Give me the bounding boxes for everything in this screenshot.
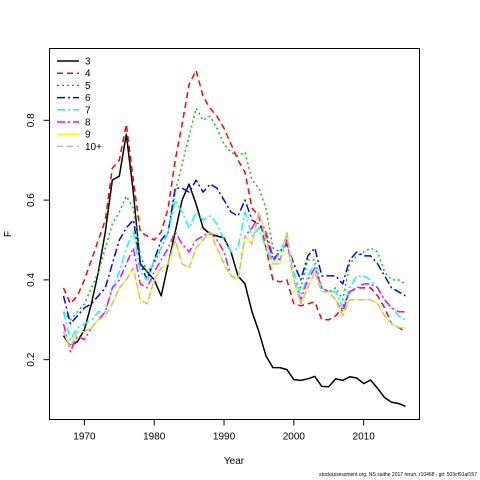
x-tick-label: 1980 — [143, 432, 166, 443]
x-axis-label: Year — [224, 456, 245, 467]
y-tick-label: 0.2 — [26, 352, 37, 366]
legend-item-6: 6 — [57, 93, 91, 104]
series-line-6 — [62, 179, 406, 325]
y-axis: 0.2 0.4 0.6 0.8 — [26, 113, 50, 367]
legend-label: 10+ — [85, 142, 102, 153]
y-tick-label: 0.4 — [26, 272, 37, 286]
footer-note: stockassessment.org, NS saithe 2017 reru… — [319, 472, 477, 478]
x-axis: 1970 1980 1990 2000 2010 — [73, 419, 376, 443]
x-tick-label: 1990 — [213, 432, 236, 443]
x-tick-label: 1970 — [73, 432, 96, 443]
y-tick-label: 0.8 — [26, 113, 37, 127]
series-line-8 — [62, 215, 406, 353]
y-tick-label: 0.6 — [26, 193, 37, 207]
x-tick-label: 2010 — [353, 432, 376, 443]
legend-label: 3 — [85, 57, 91, 68]
legend-item-10plus: 10+ — [57, 142, 102, 153]
legend-item-8: 8 — [57, 118, 91, 129]
legend-item-5: 5 — [57, 81, 91, 92]
legend-item-3: 3 — [57, 57, 91, 68]
y-axis-label: F — [3, 231, 14, 237]
series-line-7 — [62, 199, 406, 341]
legend-label: 9 — [85, 130, 91, 141]
legend-label: 8 — [85, 118, 91, 129]
legend-label: 7 — [85, 105, 91, 116]
legend-label: 4 — [85, 69, 91, 80]
legend-item-7: 7 — [57, 105, 91, 116]
legend-item-9: 9 — [57, 130, 91, 141]
series-line-10plus — [62, 211, 406, 349]
x-tick-label: 2000 — [283, 432, 306, 443]
legend-item-4: 4 — [57, 69, 91, 80]
series-line-5 — [62, 107, 406, 321]
legend-label: 6 — [85, 93, 91, 104]
series-line-3 — [62, 133, 406, 407]
series-lines — [62, 69, 406, 407]
legend-label: 5 — [85, 81, 91, 92]
series-line-4 — [62, 69, 406, 333]
